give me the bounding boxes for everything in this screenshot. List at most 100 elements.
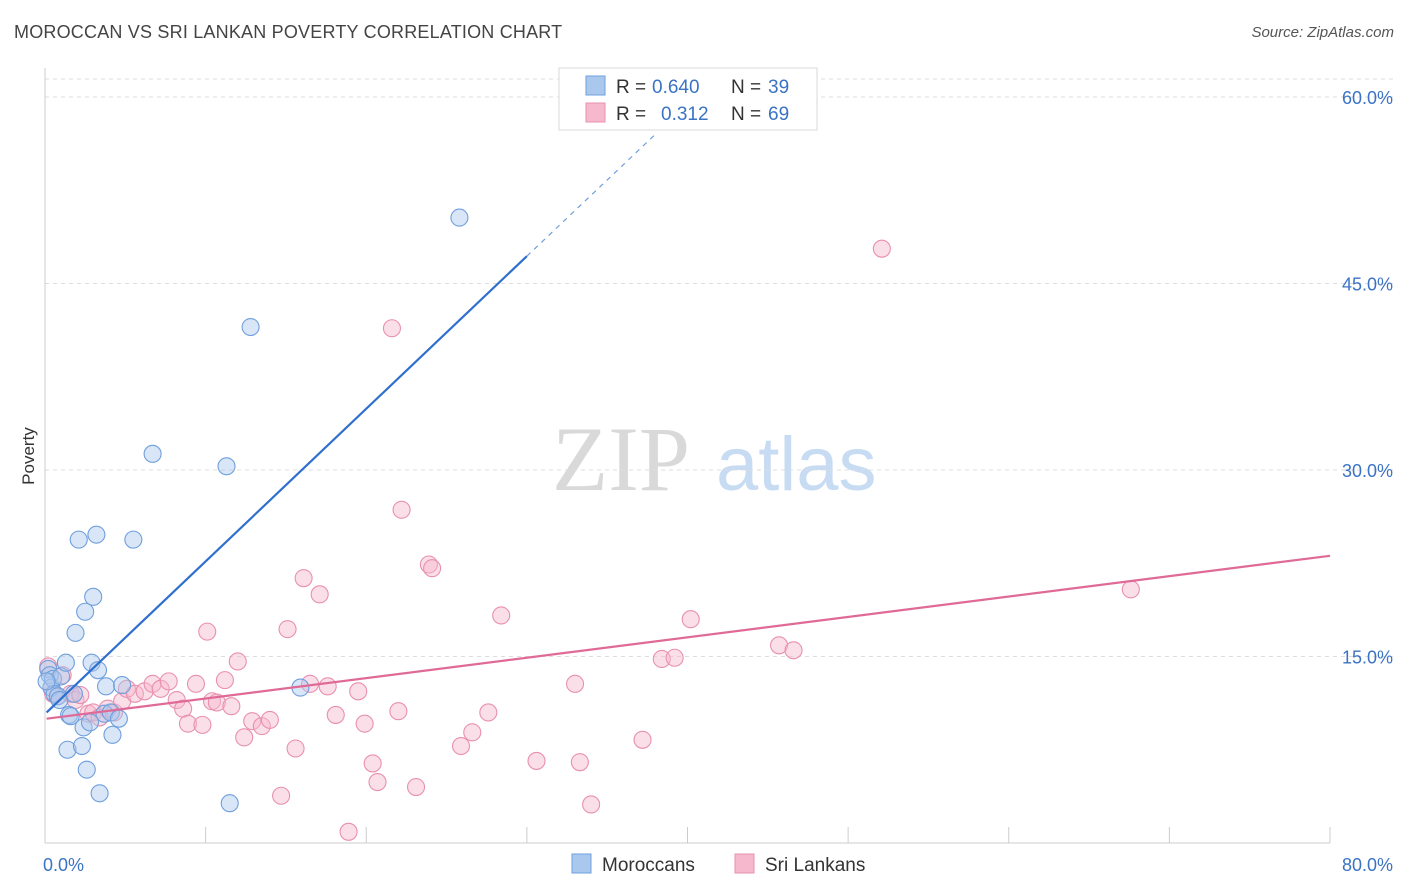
point-moroccans [124, 530, 143, 549]
point-srilankans [463, 723, 482, 742]
point-srilankans [339, 822, 358, 841]
legend-r-value-1: 0.640 [652, 77, 700, 98]
series-layer [37, 208, 1140, 841]
y-tick-label: 15.0% [1342, 648, 1393, 668]
point-moroccans [96, 677, 116, 696]
point-srilankans [355, 714, 374, 733]
point-srilankans [527, 751, 546, 770]
point-srilankans [872, 239, 891, 258]
x-tick-label-start: 0.0% [43, 855, 84, 875]
point-moroccans [69, 530, 88, 549]
point-moroccans [95, 704, 114, 723]
point-moroccans [143, 444, 162, 463]
legend-bottom-swatch-moroccans [571, 853, 592, 874]
legend-top: R = 0.640 N = 39 R = 0.312 N = 69 [558, 67, 818, 131]
point-srilankans [222, 697, 241, 716]
point-srilankans [326, 705, 345, 724]
point-moroccans [241, 317, 260, 337]
point-srilankans [770, 636, 789, 655]
point-srilankans [260, 710, 279, 729]
trendline-srilankans [46, 554, 1331, 720]
point-srilankans [228, 652, 247, 671]
point-moroccans [72, 736, 91, 756]
point-srilankans [272, 786, 291, 805]
point-srilankans [215, 671, 234, 690]
point-moroccans [52, 667, 71, 686]
chart-title: MOROCCAN VS SRI LANKAN POVERTY CORRELATI… [14, 22, 563, 42]
point-srilankans [1121, 580, 1140, 599]
grid [45, 78, 1393, 657]
legend-swatch-srilankans [585, 102, 606, 123]
series-srilankans [39, 239, 1140, 841]
point-srilankans [479, 703, 498, 722]
point-srilankans [566, 674, 585, 693]
point-srilankans [392, 500, 411, 519]
point-srilankans [681, 610, 700, 629]
point-srilankans [235, 728, 254, 747]
point-srilankans [423, 559, 442, 578]
point-srilankans [582, 795, 601, 814]
point-srilankans [159, 672, 178, 691]
point-moroccans [77, 760, 96, 779]
point-moroccans [90, 784, 109, 803]
legend-r-value-2: 0.312 [661, 104, 709, 125]
point-srilankans [178, 714, 198, 733]
point-srilankans [278, 620, 297, 639]
point-srilankans [389, 702, 408, 721]
point-srilankans [310, 585, 329, 604]
point-srilankans [784, 641, 803, 660]
y-tick-label: 30.0% [1342, 461, 1393, 481]
legend-bottom-label-srilankans: Sri Lankans [765, 855, 865, 876]
x-tick-label-end: 80.0% [1342, 855, 1393, 875]
legend-n-label-1: N = [731, 77, 761, 98]
watermark-atlas: atlas [716, 422, 877, 507]
legend-r-label-2: R = [616, 104, 646, 125]
point-srilankans [406, 777, 426, 797]
point-srilankans [318, 677, 337, 696]
point-moroccans [103, 725, 122, 744]
legend-n-value-1: 39 [768, 77, 789, 98]
point-srilankans [382, 319, 402, 338]
point-srilankans [294, 569, 313, 588]
source-label: Source: ZipAtlas.com [1251, 24, 1394, 41]
point-srilankans [492, 606, 511, 625]
point-srilankans [652, 649, 671, 669]
legend-bottom-swatch-srilankans [734, 853, 755, 874]
point-srilankans [193, 715, 212, 734]
watermark-zip: ZIP [552, 408, 690, 510]
point-moroccans [87, 525, 106, 544]
legend-swatch-moroccans [585, 75, 606, 96]
legend-n-label-2: N = [731, 104, 761, 125]
axes: 15.0% 30.0% 45.0% 60.0% 0.0% 80.0% [43, 68, 1393, 875]
trend-lines [45, 133, 1331, 720]
point-moroccans [217, 457, 236, 476]
point-srilankans [665, 648, 684, 667]
y-tick-label: 45.0% [1342, 275, 1393, 295]
legend-r-label-1: R = [616, 77, 646, 98]
point-srilankans [451, 736, 471, 756]
point-moroccans [58, 740, 77, 759]
legend-n-value-2: 69 [768, 104, 789, 125]
point-moroccans [66, 623, 85, 642]
point-moroccans [76, 602, 95, 621]
point-srilankans [570, 753, 589, 772]
point-srilankans [349, 682, 368, 701]
point-moroccans [450, 208, 469, 227]
point-srilankans [243, 712, 262, 731]
point-moroccans [84, 587, 103, 606]
point-srilankans [66, 690, 85, 710]
y-tick-label: 60.0% [1342, 88, 1393, 108]
trendline-moroccans-extension [526, 133, 656, 257]
watermark: ZIP atlas [552, 408, 877, 510]
point-srilankans [368, 773, 387, 792]
point-moroccans [109, 709, 128, 728]
point-srilankans [186, 674, 206, 693]
point-moroccans [56, 653, 75, 672]
legend-bottom-label-moroccans: Moroccans [602, 855, 695, 876]
point-srilankans [198, 622, 217, 641]
point-srilankans [286, 739, 305, 758]
y-axis-label: Poverty [19, 427, 38, 485]
point-moroccans [37, 672, 56, 691]
point-srilankans [71, 685, 90, 705]
